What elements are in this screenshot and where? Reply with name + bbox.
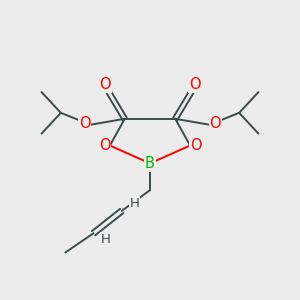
Text: O: O (99, 138, 110, 153)
Text: O: O (79, 116, 90, 131)
Text: O: O (100, 77, 111, 92)
Text: O: O (189, 77, 200, 92)
Text: O: O (190, 138, 201, 153)
Text: H: H (101, 233, 111, 246)
Text: O: O (210, 116, 221, 131)
Text: B: B (145, 156, 155, 171)
Text: H: H (129, 197, 139, 210)
